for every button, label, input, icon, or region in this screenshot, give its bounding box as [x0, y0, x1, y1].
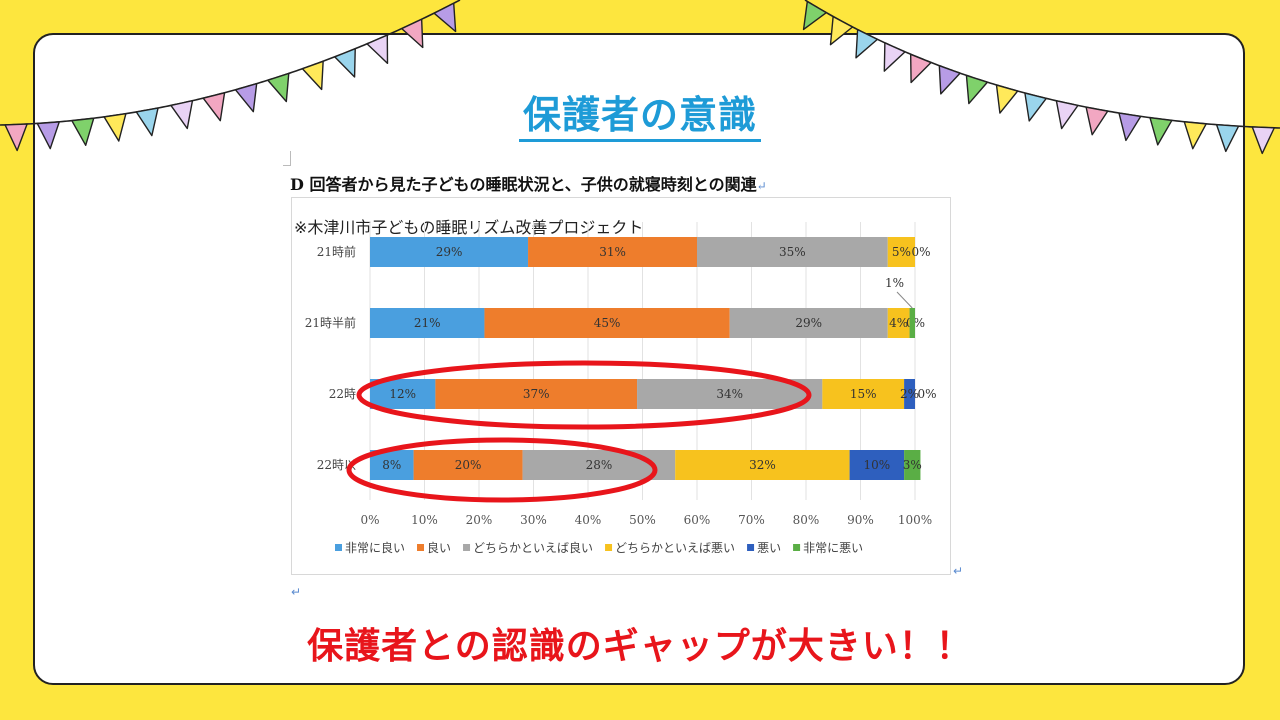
- x-tick-label: 90%: [847, 513, 874, 527]
- bar-segment: [413, 450, 523, 480]
- bar-segment: [909, 308, 915, 338]
- x-tick-label: 100%: [898, 513, 932, 527]
- source-note: ※木津川市子どもの睡眠リズム改善プロジェクト: [294, 218, 644, 237]
- chart-frame: [291, 197, 951, 575]
- bar-segment: [435, 379, 638, 409]
- return-mark-below: ↵: [291, 585, 302, 599]
- legend-swatch: [463, 544, 471, 551]
- return-mark: ↵: [756, 179, 767, 193]
- callout-leader: [896, 291, 913, 309]
- legend-label: どちらかといえば悪い: [615, 541, 735, 555]
- bar-segment: [822, 379, 905, 409]
- data-label: 0%: [906, 316, 925, 330]
- x-tick-label: 10%: [411, 513, 438, 527]
- legend-swatch: [335, 544, 342, 551]
- legend-label: 良い: [427, 540, 451, 555]
- bar-segment: [697, 237, 888, 267]
- data-label: 2%: [900, 387, 919, 401]
- legend-label: 非常に良い: [345, 540, 405, 555]
- bar-segment: [849, 450, 905, 480]
- legend-swatch: [793, 544, 801, 551]
- data-label: 0%: [917, 387, 936, 401]
- callout-label: 1%: [885, 276, 904, 290]
- data-label: 5%: [892, 245, 911, 259]
- footer-message: 保護者との認識のギャップが大きい！！: [307, 626, 973, 667]
- highlight-ellipse: [346, 437, 658, 503]
- x-tick-label: 70%: [738, 513, 765, 527]
- x-tick-label: 50%: [629, 513, 656, 527]
- bar-segment: [729, 308, 888, 338]
- x-tick-label: 20%: [466, 513, 493, 527]
- bar-segment: [484, 308, 730, 338]
- data-label: 31%: [599, 245, 626, 259]
- bar-segment: [904, 379, 915, 409]
- data-label: 21%: [414, 316, 441, 330]
- category-label: 22時: [329, 387, 356, 401]
- bar-segment: [904, 450, 921, 480]
- highlight-ellipse: [356, 360, 812, 430]
- data-label: 10%: [864, 458, 891, 472]
- data-label: 28%: [586, 458, 613, 472]
- category-label: 22時以: [317, 458, 356, 472]
- bar-segment: [370, 237, 529, 267]
- data-label: 4%: [889, 316, 908, 330]
- bar-segment: [887, 308, 910, 338]
- data-label: 0%: [911, 245, 930, 259]
- bar-segment: [675, 450, 850, 480]
- data-label: 12%: [389, 387, 416, 401]
- document-heading-text: D 回答者から見た子どもの睡眠状況と、子供の就寝時刻との関連: [290, 175, 757, 194]
- legend-label: 悪い: [757, 541, 781, 555]
- x-tick-label: 60%: [684, 513, 711, 527]
- slide-title-text: 保護者の意識: [518, 93, 761, 142]
- data-label: 35%: [779, 245, 806, 259]
- legend-label: どちらかといえば良い: [473, 540, 593, 555]
- data-label: 29%: [436, 245, 463, 259]
- data-label: 29%: [795, 316, 822, 330]
- document-heading: D 回答者から見た子どもの睡眠状況と、子供の就寝時刻との関連↵: [290, 171, 767, 195]
- x-tick-label: 30%: [520, 513, 547, 527]
- slide-title: 保護者の意識: [0, 84, 1280, 142]
- category-label: 21時半前: [305, 315, 356, 330]
- legend-swatch: [605, 544, 613, 551]
- data-label: 34%: [716, 387, 743, 401]
- legend-label: 非常に悪い: [803, 541, 863, 555]
- data-label: 15%: [850, 387, 877, 401]
- data-label: 45%: [594, 316, 621, 330]
- bar-segment: [528, 237, 697, 267]
- x-tick-label: 80%: [793, 513, 820, 527]
- legend-swatch: [417, 544, 425, 551]
- bar-segment: [370, 379, 436, 409]
- data-label: 3%: [903, 458, 922, 472]
- bar-segment: [887, 237, 915, 267]
- slide-card: [33, 33, 1245, 685]
- data-label: 8%: [382, 458, 401, 472]
- data-label: 37%: [523, 387, 550, 401]
- return-mark-chart: ↵: [953, 564, 964, 578]
- x-tick-label: 0%: [360, 513, 379, 527]
- page-corner-mark: [283, 151, 291, 166]
- legend-swatch: [747, 544, 755, 551]
- data-label: 32%: [749, 458, 776, 472]
- bar-segment: [370, 308, 485, 338]
- x-tick-label: 40%: [575, 513, 602, 527]
- category-label: 21時前: [317, 244, 356, 259]
- data-label: 20%: [455, 458, 482, 472]
